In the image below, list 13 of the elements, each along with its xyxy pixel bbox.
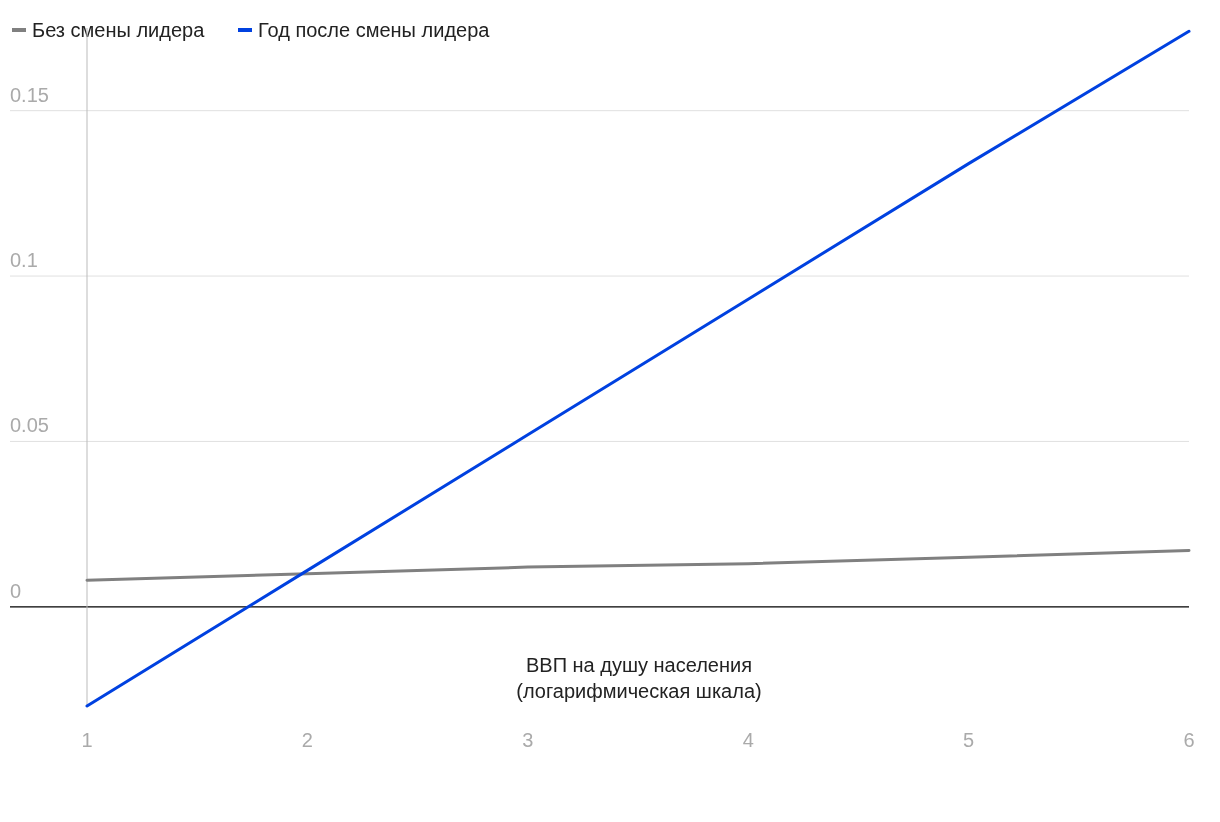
y-tick-label: 0 [10,579,22,602]
x-tick-label: 1 [81,729,93,751]
x-tick-label: 5 [963,729,975,751]
y-tick-label: 0.1 [10,249,38,272]
y-tick-label: 0.15 [10,83,49,106]
legend-label: Без смены лидера [32,19,206,41]
x-tick-label: 3 [522,729,534,751]
y-tick-label: 0.05 [10,414,49,437]
legend-label: Год после смены лидера [258,19,491,41]
x-tick-label: 2 [301,729,313,751]
x-tick-label: 4 [742,729,754,751]
x-tick-label: 6 [1183,729,1195,751]
x-axis-title: ВВП на душу населения (логарифмическая шкала) [516,654,762,702]
